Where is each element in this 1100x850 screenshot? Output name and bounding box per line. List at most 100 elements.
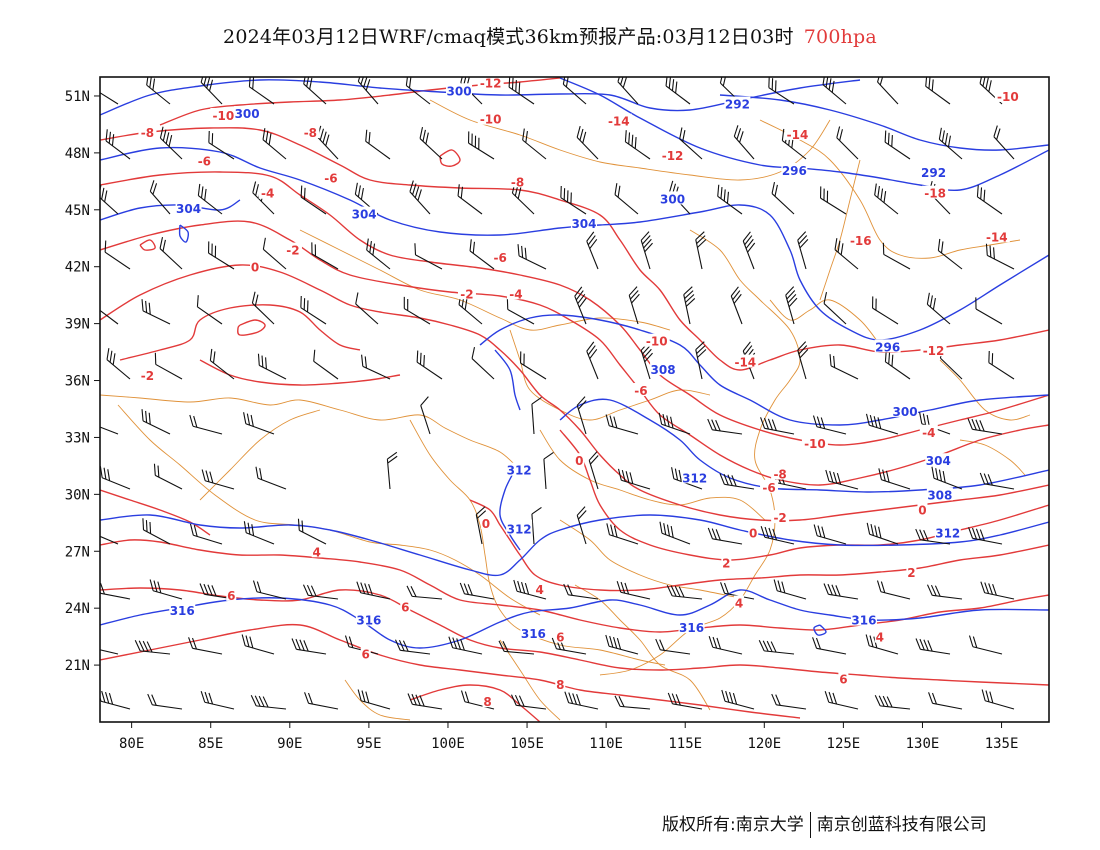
x-tick-label: 120E	[747, 736, 781, 752]
wind-barb	[520, 351, 547, 380]
wind-barb	[658, 412, 691, 435]
geopotential-label: 300	[660, 192, 685, 206]
wind-barb	[721, 689, 755, 710]
geopotential-label: 312	[935, 526, 960, 540]
temperature-label-bg	[258, 185, 277, 199]
wind-barb	[416, 350, 443, 380]
wind-barb	[543, 451, 554, 490]
geopotential-label: 304	[926, 454, 951, 468]
geopotential-label-bg	[570, 216, 597, 230]
temperature-label-bg	[195, 153, 214, 167]
geopotential-label-bg	[926, 487, 953, 501]
wind-barb	[993, 125, 1015, 160]
temperature-label: 2	[722, 557, 730, 571]
wind-barb	[884, 130, 911, 160]
temperature-label-bg	[631, 383, 650, 397]
geopotential-contour	[559, 398, 1049, 493]
temperature-label: 4	[313, 545, 321, 559]
wind-barb	[614, 183, 639, 215]
wind-barb	[915, 528, 951, 545]
geopotential-label-bg	[874, 339, 901, 353]
temperature-label: -4	[922, 426, 935, 440]
wind-barb	[925, 77, 951, 105]
wind-barb	[981, 689, 1015, 710]
wind-barb	[938, 127, 963, 160]
temperature-label: 0	[749, 526, 757, 540]
y-tick-label: 30N	[65, 487, 90, 503]
temperature-label: -6	[493, 251, 506, 265]
temperature-label-bg	[477, 111, 504, 125]
geopotential-label-bg	[506, 462, 533, 476]
wind-barb	[576, 506, 587, 545]
temperature-label-bg	[301, 125, 320, 139]
temperature-label-bg	[360, 646, 371, 660]
wind-barb	[968, 635, 1003, 655]
wind-barb	[498, 640, 535, 655]
wind-barb	[188, 637, 223, 655]
wind-barb	[773, 579, 807, 600]
wind-barb	[406, 585, 443, 600]
temperature-label: -14	[734, 356, 756, 370]
wind-barb	[200, 690, 235, 710]
wind-barb	[671, 467, 703, 490]
temperature-label-bg	[994, 88, 1021, 102]
temperature-label-bg	[506, 286, 525, 300]
boundary-line	[539, 429, 766, 521]
temperature-label: 6	[401, 600, 409, 614]
y-tick-label: 33N	[65, 430, 90, 446]
geopotential-label: 292	[921, 166, 946, 180]
temperature-contour	[237, 319, 266, 336]
wind-barb	[196, 295, 223, 325]
wind-barb	[313, 349, 339, 380]
wind-barb	[475, 506, 487, 545]
geopotential-label-bg	[506, 521, 533, 535]
wind-barb	[361, 354, 391, 380]
wind-barb	[209, 348, 235, 380]
wind-barb	[448, 636, 483, 655]
wind-barb	[742, 231, 756, 270]
temperature-label-bg	[748, 525, 759, 539]
temperature-label-bg	[643, 333, 670, 347]
wind-barb	[812, 637, 847, 655]
wind-barb	[865, 413, 899, 435]
boundary-line	[559, 519, 741, 599]
wind-barb	[659, 521, 691, 545]
wind-barb	[243, 412, 275, 435]
temperature-label: 6	[227, 589, 235, 603]
wind-barb	[407, 693, 443, 710]
temperature-label-bg	[983, 229, 1010, 243]
temperature-label: -4	[261, 187, 274, 201]
wind-barb	[365, 129, 391, 160]
wind-barb	[824, 690, 859, 710]
wind-barb	[874, 695, 911, 710]
temperature-label: 6	[839, 672, 847, 686]
temperature-label-bg	[250, 259, 261, 273]
wind-barb	[149, 579, 183, 600]
wind-barb	[797, 231, 809, 270]
boundary-line	[939, 359, 1031, 421]
wind-barb	[586, 341, 599, 380]
wind-barb	[876, 580, 911, 600]
wind-barb	[100, 87, 119, 105]
temperature-label: 8	[483, 695, 491, 709]
temperature-label: 6	[556, 631, 564, 645]
wind-barb	[159, 237, 183, 270]
geopotential-label: 300	[447, 84, 472, 98]
boundary-line	[509, 329, 711, 421]
wind-barb	[576, 396, 587, 435]
geopotential-label-bg	[351, 206, 378, 220]
geopotential-contour	[100, 514, 1049, 577]
geopotential-label-bg	[169, 603, 196, 617]
temperature-label-bg	[784, 126, 811, 140]
temperature-label: 4	[536, 583, 544, 597]
wind-barb	[707, 527, 743, 545]
geopotential-label: 304	[352, 208, 377, 222]
temperature-label: -2	[286, 244, 299, 258]
wind-barb	[141, 409, 171, 435]
geopotential-label-bg	[934, 525, 961, 539]
temperature-label-bg	[283, 242, 302, 256]
wind-barb	[985, 243, 1015, 270]
copyright-owner: 版权所有:南京大学	[662, 815, 804, 835]
boundary-line	[574, 584, 711, 711]
wind-barb	[730, 286, 743, 325]
